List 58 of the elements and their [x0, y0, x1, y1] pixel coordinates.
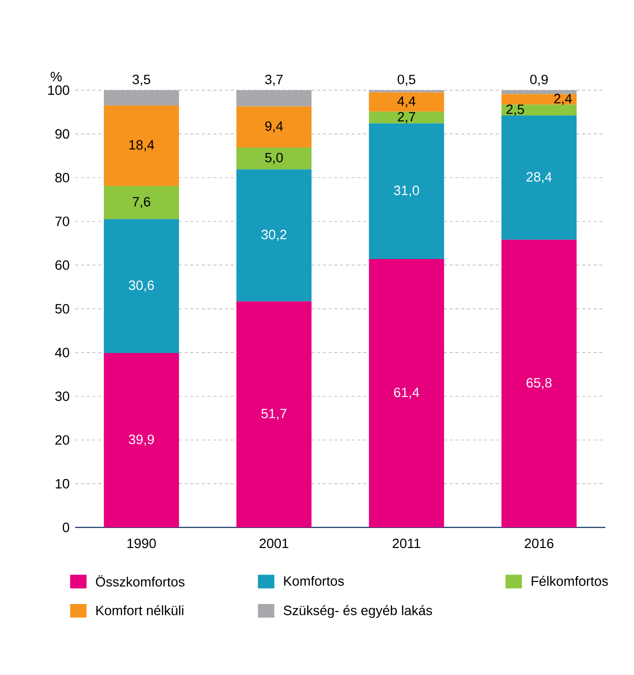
data-label: 9,4 — [265, 121, 283, 132]
bar — [104, 219, 179, 353]
y-tick-label: 50 — [55, 304, 70, 314]
y-tick-label: 10 — [56, 478, 70, 488]
x-tick-label: 2011 — [392, 538, 420, 548]
legend-label: Komfortos — [284, 576, 344, 586]
bar — [501, 94, 577, 105]
data-label: 28,4 — [526, 172, 552, 184]
bar — [501, 104, 577, 116]
bar — [104, 105, 179, 186]
y-tick-label: 20 — [55, 435, 70, 445]
data-label: 30,6 — [128, 280, 154, 292]
data-label: 65,8 — [526, 378, 552, 390]
bar — [236, 169, 312, 302]
data-label: 2,7 — [398, 112, 416, 124]
data-label: 0,9 — [530, 74, 548, 86]
data-label: 3,7 — [265, 74, 283, 86]
data-label: 0,5 — [398, 74, 416, 86]
x-tick-label: 1990 — [127, 538, 156, 548]
data-label: 3,5 — [132, 74, 150, 86]
data-label: 61,4 — [394, 388, 420, 399]
data-label: 5,0 — [265, 152, 283, 164]
y-tick-label: 100 — [48, 85, 70, 95]
y-axis-title: % — [50, 72, 62, 82]
bar — [368, 92, 444, 112]
data-label: 30,2 — [261, 230, 286, 241]
y-tick-label: 40 — [55, 348, 70, 358]
data-label: 4,4 — [397, 96, 416, 108]
bar — [236, 106, 312, 148]
y-tick-label: 70 — [55, 216, 70, 226]
data-label: 31,0 — [394, 186, 420, 197]
bar — [104, 352, 179, 528]
legend-label: Összkomfortos — [96, 575, 184, 587]
x-tick-label: 2001 — [260, 538, 288, 548]
bar — [501, 240, 577, 528]
y-tick-label: 90 — [55, 129, 70, 139]
data-label: 51,7 — [261, 408, 286, 420]
x-tick-label: 2016 — [524, 538, 554, 548]
bar — [236, 90, 312, 106]
bar — [501, 116, 577, 240]
y-tick-label: 0 — [62, 522, 70, 532]
legend-label: Szükség- és egyéb lakás — [284, 605, 432, 618]
bar — [104, 186, 179, 220]
legend-label: Félkomfortos — [532, 576, 608, 586]
legend-label: Komfort nélküli — [96, 605, 184, 616]
bar — [368, 123, 444, 259]
y-tick-label: 30 — [55, 391, 70, 402]
bar — [236, 301, 312, 528]
bar — [236, 147, 312, 170]
data-label: 2,5 — [506, 104, 524, 116]
data-label: 39,9 — [128, 434, 154, 446]
bar — [368, 258, 444, 528]
data-label: 7,6 — [132, 196, 150, 208]
bar — [368, 112, 444, 124]
data-label: 2,4 — [554, 94, 572, 105]
y-tick-label: 80 — [55, 172, 70, 182]
data-label: 18,4 — [129, 140, 154, 152]
y-tick-label: 60 — [55, 260, 70, 270]
